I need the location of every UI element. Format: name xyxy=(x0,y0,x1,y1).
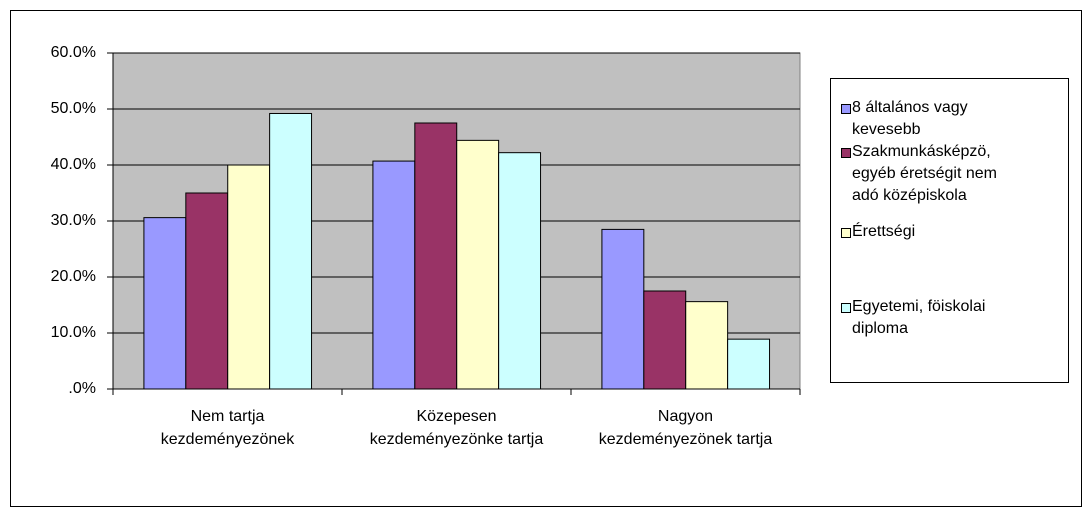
bar xyxy=(185,192,229,390)
bar xyxy=(498,152,542,390)
bar xyxy=(143,217,187,390)
y-tick-label: 60.0% xyxy=(51,44,96,61)
y-tick-label: 50.0% xyxy=(51,100,96,117)
bar xyxy=(414,122,458,390)
legend-swatch xyxy=(841,104,851,114)
legend-label: Egyetemi, föiskolai diploma xyxy=(852,298,986,337)
bar xyxy=(727,338,771,390)
bar xyxy=(643,290,687,390)
legend-swatch xyxy=(841,148,851,158)
legend-box xyxy=(830,78,1069,383)
bar xyxy=(456,139,500,390)
legend-swatch xyxy=(841,228,851,238)
x-tick-label: Nem tartja kezdeményezönek xyxy=(160,408,295,448)
x-tick-label: Nagyon kezdeményezönek tartja xyxy=(598,408,773,448)
bar xyxy=(372,160,416,390)
legend-swatch xyxy=(841,303,851,313)
legend-label: Szakmunkásképzö, egyéb éretségit nem adó… xyxy=(852,143,997,204)
x-tick-label: Közepesen kezdeményezönke tartja xyxy=(369,408,544,448)
bar xyxy=(685,301,729,390)
bar xyxy=(601,228,645,390)
legend-label: 8 általános vagy kevesebb xyxy=(852,99,968,138)
y-tick-label: 40.0% xyxy=(51,156,96,173)
y-tick-label: 10.0% xyxy=(51,324,96,341)
legend-label: Érettségi xyxy=(852,223,916,240)
bar xyxy=(269,112,313,390)
y-tick-label: 20.0% xyxy=(51,268,96,285)
y-tick-label: 30.0% xyxy=(51,212,96,229)
bar xyxy=(227,164,271,390)
y-tick-label: .0% xyxy=(68,380,96,397)
